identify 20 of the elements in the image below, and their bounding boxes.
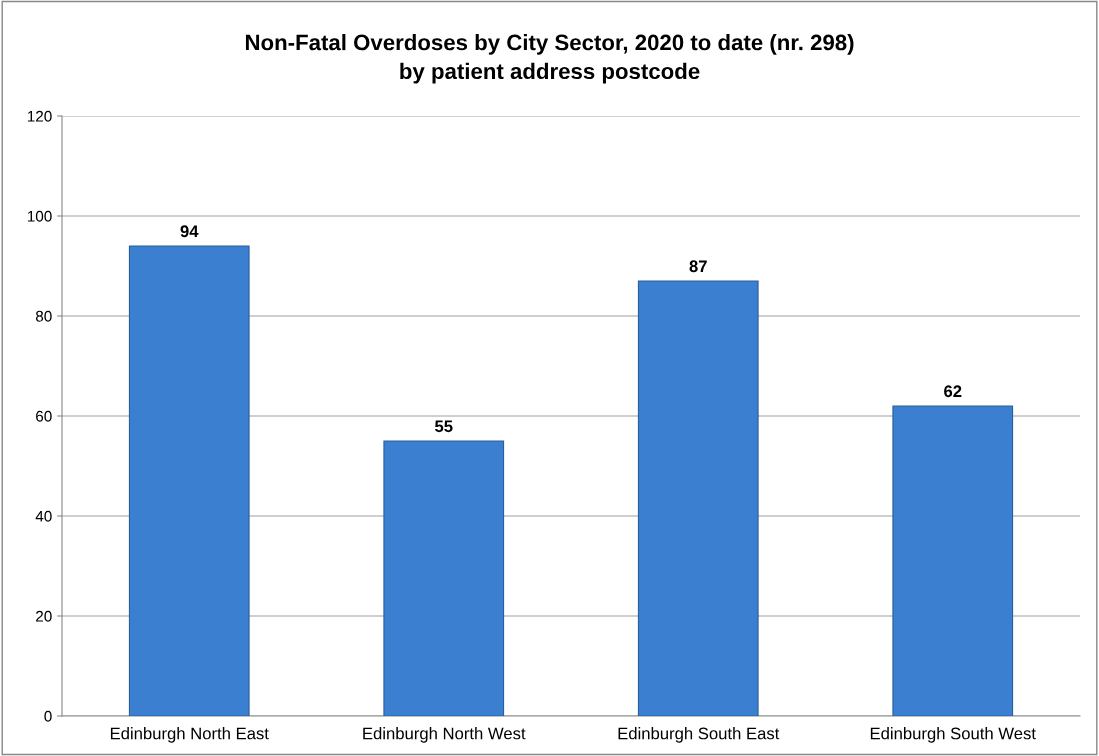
x-tick-label: Edinburgh South West: [870, 727, 1036, 743]
chart-title: Non-Fatal Overdoses by City Sector, 2020 to date (nr. 298) by patient address postcode: [245, 34, 854, 84]
y-tick-label: 120: [27, 110, 52, 122]
x-tick-label: Edinburgh South East: [618, 727, 780, 743]
data-label: 87: [689, 260, 707, 273]
x-tick-label: Edinburgh North East: [110, 727, 269, 743]
y-tick-label: 20: [36, 610, 52, 622]
y-tick-label: 80: [35, 310, 52, 322]
data-label: 55: [434, 420, 453, 433]
y-tick-label: 40: [35, 510, 52, 522]
data-label: 62: [944, 385, 962, 398]
bar: [383, 440, 505, 716]
data-label: 94: [180, 225, 199, 238]
bar: [892, 405, 1014, 716]
x-tick-label: Edinburgh North West: [363, 727, 526, 743]
bar: [128, 245, 250, 716]
y-tick-label: 100: [27, 210, 52, 222]
bar: [637, 280, 759, 716]
y-tick-label: 0: [44, 710, 52, 722]
y-tick-label: 60: [36, 410, 52, 422]
